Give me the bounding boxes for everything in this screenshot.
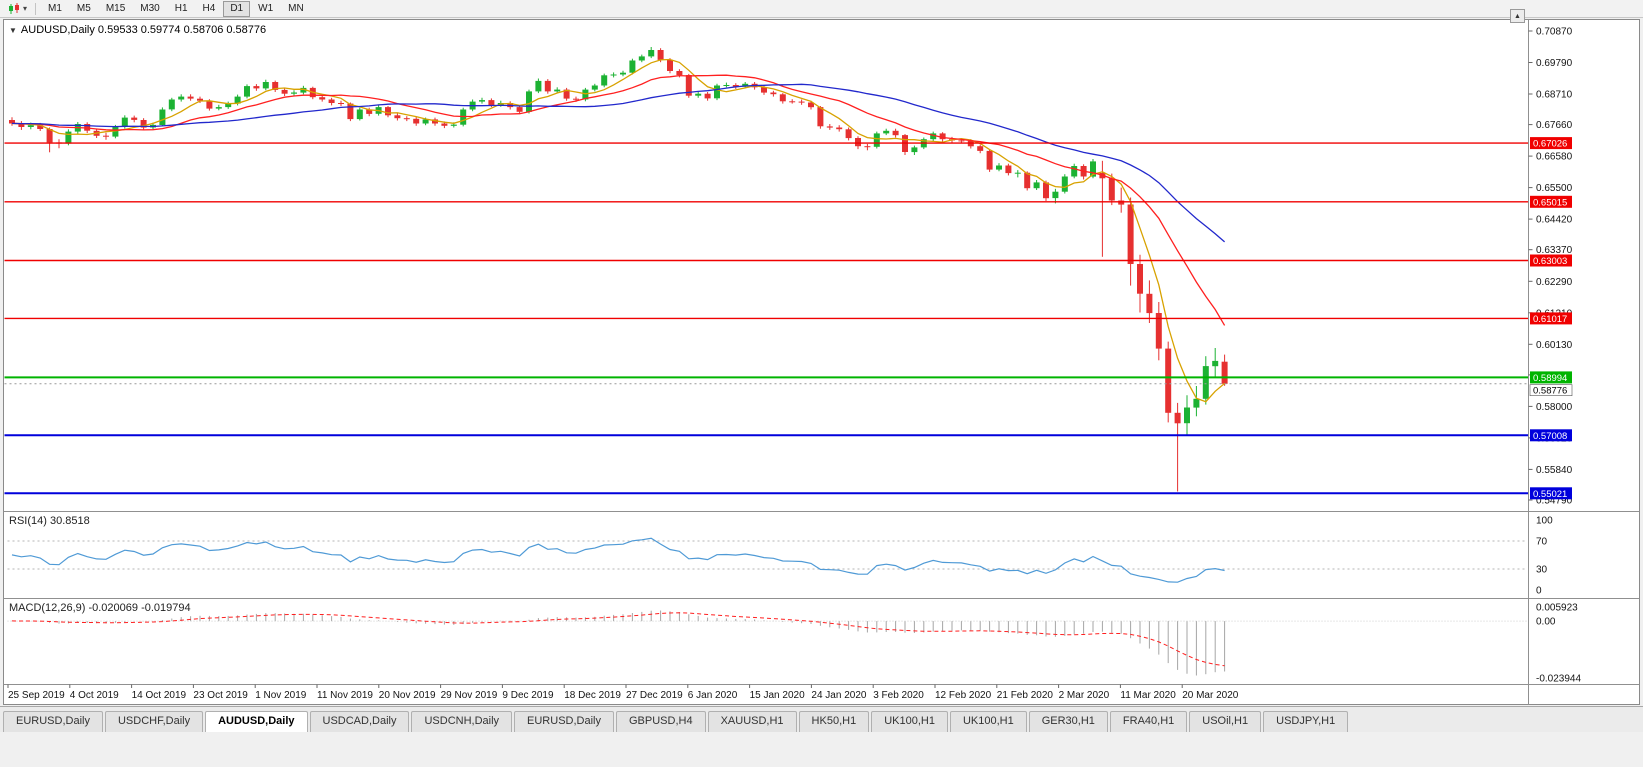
svg-text:11 Mar 2020: 11 Mar 2020 <box>1120 690 1176 701</box>
svg-text:70: 70 <box>1536 537 1548 548</box>
chart-tab-usdchf-daily[interactable]: USDCHF,Daily <box>104 711 204 732</box>
svg-text:0.67660: 0.67660 <box>1536 120 1573 131</box>
chart-window-background <box>3 19 1640 705</box>
svg-text:27 Dec 2019: 27 Dec 2019 <box>626 690 683 701</box>
svg-text:25 Sep 2019: 25 Sep 2019 <box>8 690 65 701</box>
svg-text:21 Feb 2020: 21 Feb 2020 <box>997 690 1054 701</box>
svg-text:6 Jan 2020: 6 Jan 2020 <box>688 690 738 701</box>
svg-text:0.64420: 0.64420 <box>1536 215 1573 226</box>
chart-tab-uk100-h1[interactable]: UK100,H1 <box>949 711 1027 732</box>
svg-text:0.005923: 0.005923 <box>1536 603 1578 614</box>
svg-text:3 Feb 2020: 3 Feb 2020 <box>873 690 924 701</box>
svg-text:0.65015: 0.65015 <box>1533 197 1567 208</box>
svg-text:0.66580: 0.66580 <box>1536 152 1573 163</box>
svg-text:20 Mar 2020: 20 Mar 2020 <box>1182 690 1239 701</box>
chart-tab-usdcad-daily[interactable]: USDCAD,Daily <box>309 711 410 732</box>
svg-text:0.63003: 0.63003 <box>1533 256 1567 267</box>
chart-tab-eurusd-daily[interactable]: EURUSD,Daily <box>3 711 103 732</box>
pane-separators <box>3 19 1640 705</box>
svg-text:0.58000: 0.58000 <box>1536 402 1573 413</box>
svg-text:23 Oct 2019: 23 Oct 2019 <box>193 690 248 701</box>
svg-text:14 Oct 2019: 14 Oct 2019 <box>132 690 187 701</box>
chart-tab-uk100-h1[interactable]: UK100,H1 <box>871 711 948 732</box>
chart-tab-fra40-h1[interactable]: FRA40,H1 <box>1109 711 1188 732</box>
price-level-tags: 0.67026 0.65015 0.63003 0.61017 0.58994 0.570… <box>1529 137 1573 500</box>
svg-text:0.65500: 0.65500 <box>1536 183 1573 194</box>
chart-tab-gbpusd-h4[interactable]: GBPUSD,H4 <box>616 711 706 732</box>
svg-text:100: 100 <box>1536 516 1553 527</box>
chart-tab-audusd-daily[interactable]: AUDUSD,Daily <box>205 711 308 732</box>
ma-slow-line <box>11 83 1226 243</box>
indicator-axes: 100 70 30 0 0.005923 0.00 -0.023944 <box>1536 516 1581 685</box>
moving-average-lines <box>11 58 1226 403</box>
svg-text:0: 0 <box>1536 586 1542 597</box>
date-axis: 25 Sep 2019 4 Oct 2019 14 Oct 2019 23 Oct 2… <box>7 684 1239 701</box>
chart-tabs-bar: EURUSD,Daily USDCHF,Daily AUDUSD,Daily USDC… <box>0 706 1643 732</box>
timeframe-button-m15[interactable]: M15 <box>105 2 126 14</box>
candlestick-chart-icon <box>9 2 19 14</box>
chart-tab-usdjpy-h1[interactable]: USDJPY,H1 <box>1263 711 1349 732</box>
ma-medium-line <box>11 74 1226 326</box>
svg-text:0.62290: 0.62290 <box>1536 277 1573 288</box>
svg-text:9 Dec 2019: 9 Dec 2019 <box>502 690 554 701</box>
timeframe-button-m5[interactable]: M5 <box>76 2 91 14</box>
timeframe-toolbar: ▾ M1 M5 M15 M30 H1 H4 D1 W1 MN <box>0 0 1643 18</box>
svg-text:20 Nov 2019: 20 Nov 2019 <box>379 690 436 701</box>
svg-text:0.00: 0.00 <box>1536 617 1556 628</box>
bid-price-tag: 0.58776 <box>1533 386 1567 397</box>
timeframe-button-mn[interactable]: MN <box>288 2 304 14</box>
svg-text:30: 30 <box>1536 565 1548 576</box>
svg-text:0.70870: 0.70870 <box>1536 27 1573 38</box>
chart-tab-usoil-h1[interactable]: USOil,H1 <box>1189 711 1262 732</box>
timeframe-button-w1[interactable]: W1 <box>258 2 274 14</box>
chart-tab-hk50-h1[interactable]: HK50,H1 <box>798 711 870 732</box>
svg-text:2 Mar 2020: 2 Mar 2020 <box>1059 690 1110 701</box>
price-axis: 0.70870 0.69790 0.68710 0.67660 0.66580 0.655… <box>1528 27 1573 507</box>
rsi-pane <box>7 537 1527 583</box>
price-level-lines <box>4 142 1529 495</box>
svg-text:0.68710: 0.68710 <box>1536 90 1573 101</box>
svg-text:0.63370: 0.63370 <box>1536 245 1573 256</box>
svg-text:18 Dec 2019: 18 Dec 2019 <box>564 690 621 701</box>
timeframe-buttons: M1 M5 M15 M30 H1 H4 D1 W1 MN <box>41 0 311 17</box>
svg-text:0.67026: 0.67026 <box>1533 139 1567 150</box>
svg-text:0.61017: 0.61017 <box>1533 314 1567 325</box>
timeframe-button-d1[interactable]: D1 <box>223 0 251 17</box>
svg-text:-0.023944: -0.023944 <box>1536 674 1581 685</box>
svg-text:0.54790: 0.54790 <box>1536 496 1573 507</box>
chart-tab-eurusd-daily[interactable]: EURUSD,Daily <box>514 711 614 732</box>
chart-tab-ger30-h1[interactable]: GER30,H1 <box>1028 711 1108 732</box>
chevron-down-icon: ▾ <box>23 3 28 13</box>
svg-text:0.57008: 0.57008 <box>1533 431 1567 442</box>
chart-tab-xauusd-h1[interactable]: XAUUSD,H1 <box>707 711 797 732</box>
svg-text:24 Jan 2020: 24 Jan 2020 <box>811 690 866 701</box>
macd-pane <box>7 610 1527 676</box>
svg-text:15 Jan 2020: 15 Jan 2020 <box>750 690 805 701</box>
chart-tab-usdcnh-daily[interactable]: USDCNH,Daily <box>411 711 513 732</box>
svg-text:0.58994: 0.58994 <box>1533 373 1567 384</box>
svg-text:0.55021: 0.55021 <box>1533 489 1567 500</box>
svg-text:0.60130: 0.60130 <box>1536 340 1573 351</box>
svg-text:11 Nov 2019: 11 Nov 2019 <box>317 690 373 701</box>
svg-text:0.69790: 0.69790 <box>1536 58 1573 69</box>
svg-text:4 Oct 2019: 4 Oct 2019 <box>70 690 119 701</box>
ma-fast-line <box>11 58 1226 403</box>
svg-text:29 Nov 2019: 29 Nov 2019 <box>441 690 498 701</box>
svg-text:1 Nov 2019: 1 Nov 2019 <box>255 690 307 701</box>
chart-scroll-up-button[interactable]: ▲ <box>1510 9 1525 23</box>
toolbar-separator <box>35 2 37 15</box>
svg-text:0.55840: 0.55840 <box>1536 465 1573 476</box>
timeframe-button-m30[interactable]: M30 <box>140 2 160 14</box>
timeframe-button-h4[interactable]: H4 <box>202 2 216 14</box>
rsi-line <box>11 537 1225 583</box>
svg-text:12 Feb 2020: 12 Feb 2020 <box>935 690 992 701</box>
timeframe-button-h1[interactable]: H1 <box>174 2 188 14</box>
chart-type-button[interactable]: ▾ <box>4 2 30 15</box>
timeframe-button-m1[interactable]: M1 <box>48 2 62 14</box>
